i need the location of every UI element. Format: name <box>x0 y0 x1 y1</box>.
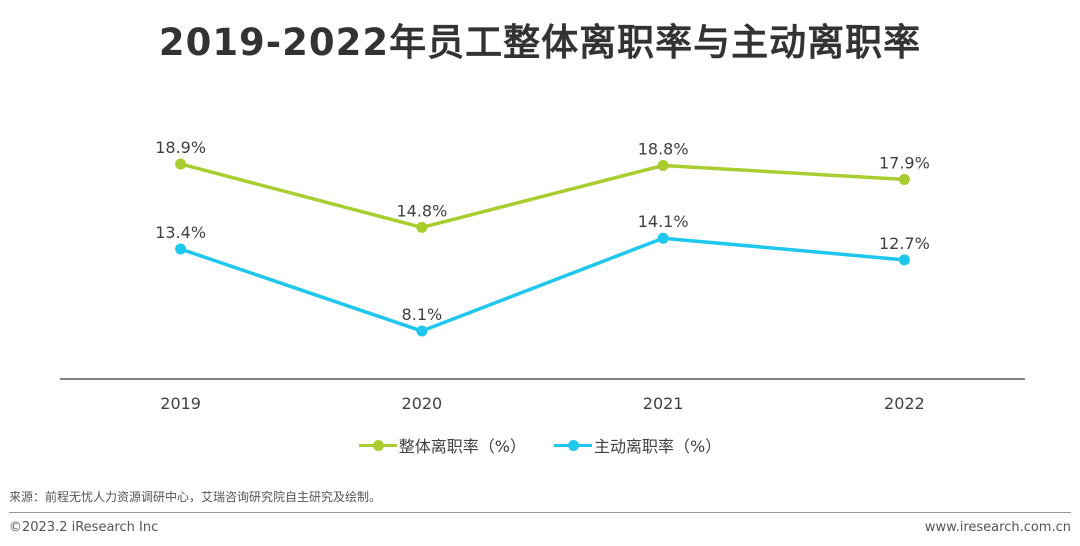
source-note: 来源：前程无忧人力资源调研中心，艾瑞咨询研究院自主研究及绘制。 <box>9 490 382 504</box>
data-point <box>657 160 669 172</box>
footer-divider <box>9 512 1071 513</box>
series-line-0 <box>180 162 905 230</box>
legend-label-voluntary: 主动离职率（%） <box>594 437 722 456</box>
legend-item-voluntary: 主动离职率（%） <box>554 433 721 457</box>
x-tick-label: 2019 <box>160 394 201 413</box>
x-tick-label: 2020 <box>402 394 443 413</box>
legend-label-overall: 整体离职率（%） <box>398 437 526 456</box>
data-label: 12.7% <box>879 234 930 253</box>
data-point <box>416 325 428 337</box>
data-point <box>898 254 910 266</box>
legend-swatch-overall <box>358 438 397 452</box>
data-label: 18.9% <box>155 138 206 157</box>
data-label: 14.1% <box>638 212 689 231</box>
data-point <box>898 173 910 185</box>
data-label: 13.4% <box>155 223 206 242</box>
data-label: 17.9% <box>879 153 930 172</box>
data-point <box>657 232 669 244</box>
data-label: 18.8% <box>638 140 689 159</box>
data-label: 8.1% <box>402 305 443 324</box>
data-label: 14.8% <box>396 201 447 220</box>
copyright: ©2023.2 iResearch Inc <box>9 520 159 535</box>
x-tick-label: 2021 <box>643 394 684 413</box>
data-point <box>416 221 428 233</box>
chart-title: 2019-2022年员工整体离职率与主动离职率 <box>158 21 922 64</box>
legend-item-overall: 整体离职率（%） <box>358 433 526 457</box>
x-tick-label: 2022 <box>884 394 925 413</box>
series-line-1 <box>180 236 905 333</box>
data-point <box>175 243 187 255</box>
legend-swatch-voluntary <box>554 438 592 452</box>
website-link[interactable]: www.iresearch.com.cn <box>924 520 1071 535</box>
data-point <box>175 158 187 170</box>
legend: 整体离职率（%） 主动离职率（%） <box>0 433 1080 457</box>
